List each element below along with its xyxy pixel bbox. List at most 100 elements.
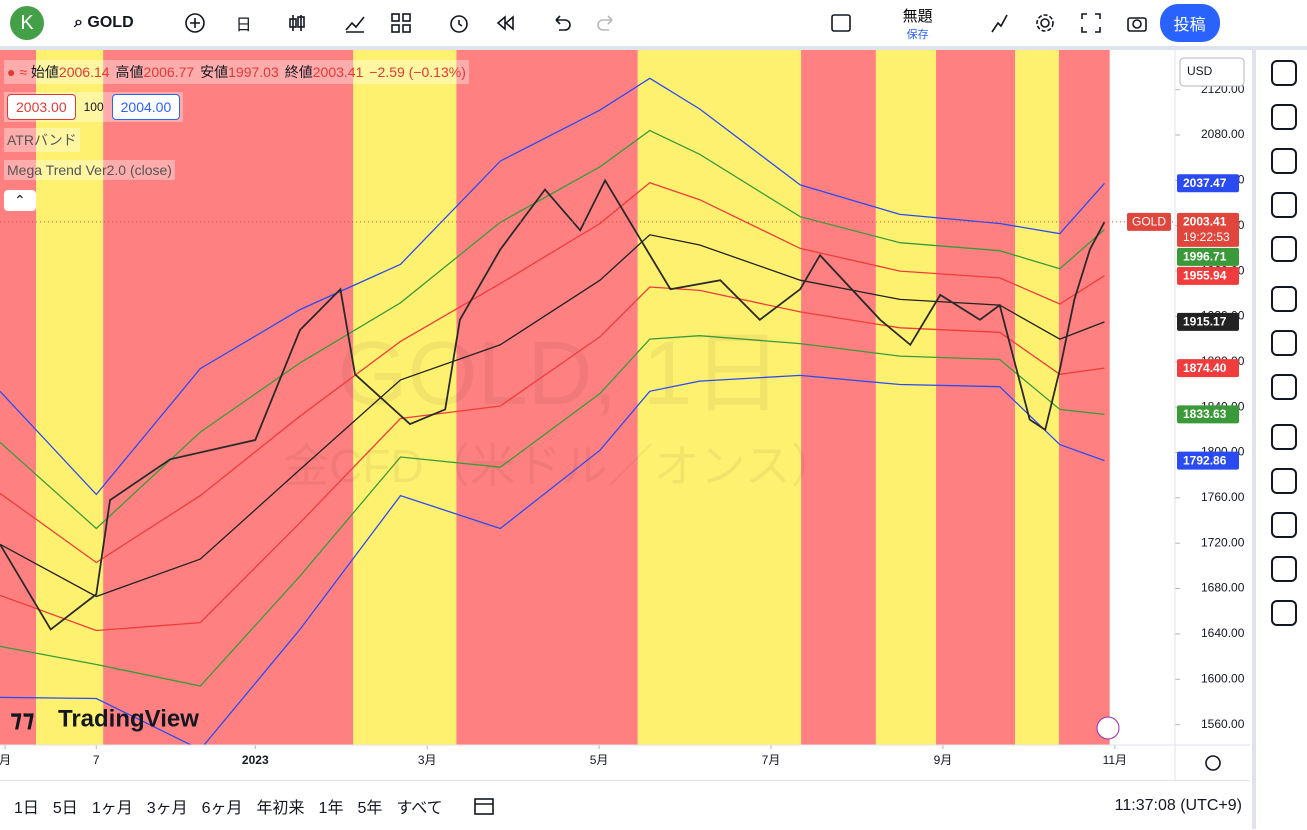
logo-mark: ⁊⁊ [10,705,35,732]
background-band [875,50,937,745]
price-tag-label: 1955.94 [1183,269,1227,283]
settings-icon[interactable] [1034,12,1056,34]
expand-icon[interactable] [1080,12,1102,34]
range-button[interactable]: 6ヶ月 [201,799,243,817]
currency-box [1179,57,1245,87]
price-tag [1177,405,1239,424]
y-tick-label: 1680.00 [1201,581,1245,595]
sidebar-icon[interactable] [1270,330,1297,356]
change: −2.59 (−0.13%) [369,64,466,80]
camera-icon[interactable] [1126,12,1148,34]
series-line [0,286,1105,632]
lightning-button [1096,716,1120,740]
sidebar-icon[interactable] [1270,286,1297,312]
add-icon[interactable] [184,12,206,34]
ohlc-label: 高値 [115,64,144,80]
y-tick-label: 1720.00 [1201,535,1245,549]
sidebar-icon[interactable] [1270,148,1297,174]
price-tag-timer: 19:22:53 [1183,230,1230,244]
redo-icon[interactable] [596,12,618,34]
sidebar-icon[interactable] [1270,192,1297,218]
sidebar-icon[interactable] [1270,556,1297,582]
spread: 100 [83,100,104,114]
price-tag-label: 2037.47 [1183,176,1227,190]
ohlc-value: 2003.41 [312,64,364,80]
undo-icon[interactable] [550,12,572,34]
symbol-search[interactable]: ⌕ GOLD [74,14,134,31]
publish-button[interactable]: 投稿 [1159,4,1220,42]
price-tag-label: 1833.63 [1183,407,1227,421]
price-tag [1177,174,1239,193]
range-button[interactable]: 1年 [318,799,344,817]
range-button[interactable]: すべて [396,799,443,817]
y-tick-label: 1560.00 [1201,717,1245,731]
price-tag [1177,266,1239,285]
bid[interactable]: 2003.00 [7,94,76,120]
price-tag [1177,359,1239,378]
range-button[interactable]: 3ヶ月 [146,799,188,817]
avatar[interactable]: K [10,6,44,40]
series-line [0,178,1106,631]
watermark: GOLD, 1日 [337,324,782,424]
y-tick-label: 1600.00 [1201,671,1245,685]
ohlc-label: 始値 [30,64,59,80]
sidebar-icon[interactable] [1270,512,1297,538]
alert-icon[interactable] [448,12,470,34]
series-line [0,181,1105,564]
background-band [1058,50,1110,745]
range-button[interactable]: 1ヶ月 [91,799,133,817]
sidebar-icon[interactable] [1270,236,1297,262]
settings-button [1205,755,1221,771]
logo: TradingView [58,705,199,732]
x-tick-label: 3月 [418,753,437,767]
price-tag [1177,312,1239,331]
date-range-icon[interactable] [473,795,495,817]
symbol-tag-label: GOLD [1132,215,1166,229]
x-tick-label: 7月 [762,753,781,767]
price-tag-label: 1915.17 [1183,315,1227,329]
ohlc-value: 2006.77 [143,64,195,80]
sidebar-icon[interactable] [1270,424,1297,450]
y-tick-label: 1760.00 [1201,490,1245,504]
indicator-2[interactable]: Mega Trend Ver2.0 (close) [4,160,175,180]
price-tag-label: 1792.86 [1183,453,1227,467]
clock[interactable]: 11:37:08 (UTC+9) [1114,796,1242,814]
background-band [103,50,354,745]
sidebar-icon[interactable] [1270,60,1297,86]
x-tick-label: 9月 [934,753,953,767]
fullscreen-box[interactable] [830,12,852,34]
range-button[interactable]: 年初来 [256,799,305,817]
series-line [0,335,1105,687]
layout-name[interactable]: 無題 保存 [888,5,948,42]
ohlc: 始値2006.14 高値2006.77 安値1997.03 終値2003.41 [31,64,369,80]
y-tick-label: 1640.00 [1201,626,1245,640]
sidebar-icon[interactable] [1270,468,1297,494]
quick-icon[interactable] [988,12,1010,34]
y-tick-label: 2080.00 [1201,127,1245,141]
price-tag-label: 1874.40 [1183,361,1227,375]
replay-icon[interactable] [494,12,516,34]
indicator-1[interactable]: ATRバンド [4,128,80,152]
x-tick-label: 11月 [1103,753,1127,767]
sidebar-icon[interactable] [1270,104,1297,130]
range-button[interactable]: 5日 [52,799,78,817]
interval[interactable]: 日 [235,17,252,34]
ask[interactable]: 2004.00 [111,94,181,120]
indicator-icon[interactable] [344,12,366,34]
legend-dots[interactable]: ● ≈ [7,64,31,80]
collapse-button[interactable]: ⌃ [4,190,36,211]
series-line [0,374,1105,745]
background-band [456,50,638,745]
x-tick-label: 5月 [590,753,609,767]
symbol-tag [1127,212,1171,231]
sidebar-icon[interactable] [1270,374,1297,400]
background-band [801,50,876,745]
layout-icon[interactable] [390,12,412,34]
series-line [0,77,1105,496]
range-button[interactable]: 5年 [357,799,383,817]
range-button[interactable]: 1日 [14,799,39,817]
candle-icon[interactable] [286,12,308,34]
sidebar-icon[interactable] [1270,600,1297,626]
background-band [36,50,104,745]
